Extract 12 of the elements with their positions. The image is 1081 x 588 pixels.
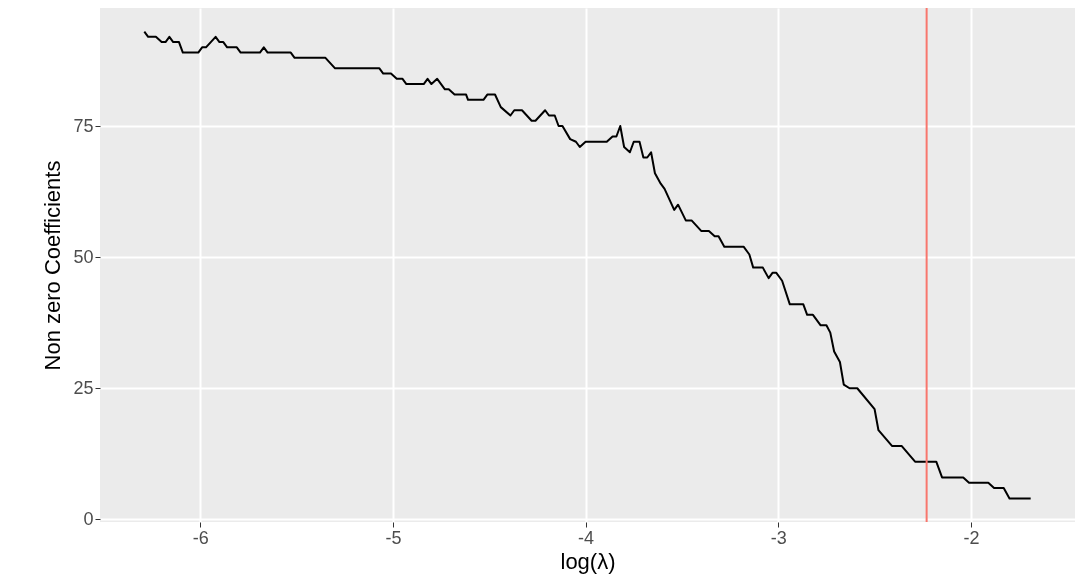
x-tick-label: -5 — [385, 527, 402, 548]
y-axis-title: Non zero Coefficients — [40, 160, 66, 371]
x-tick-label: -4 — [578, 527, 595, 548]
y-tick-label: 75 — [73, 115, 94, 136]
x-tick-label: -6 — [192, 527, 209, 548]
x-axis-title: log(λ) — [560, 548, 616, 574]
x-tick-label: -2 — [963, 527, 980, 548]
x-tick-label: -3 — [770, 527, 787, 548]
y-tick-label: 25 — [73, 377, 94, 398]
line-series — [143, 30, 1032, 500]
y-tick-label: 50 — [73, 246, 94, 267]
y-tick-label: 0 — [83, 508, 94, 529]
